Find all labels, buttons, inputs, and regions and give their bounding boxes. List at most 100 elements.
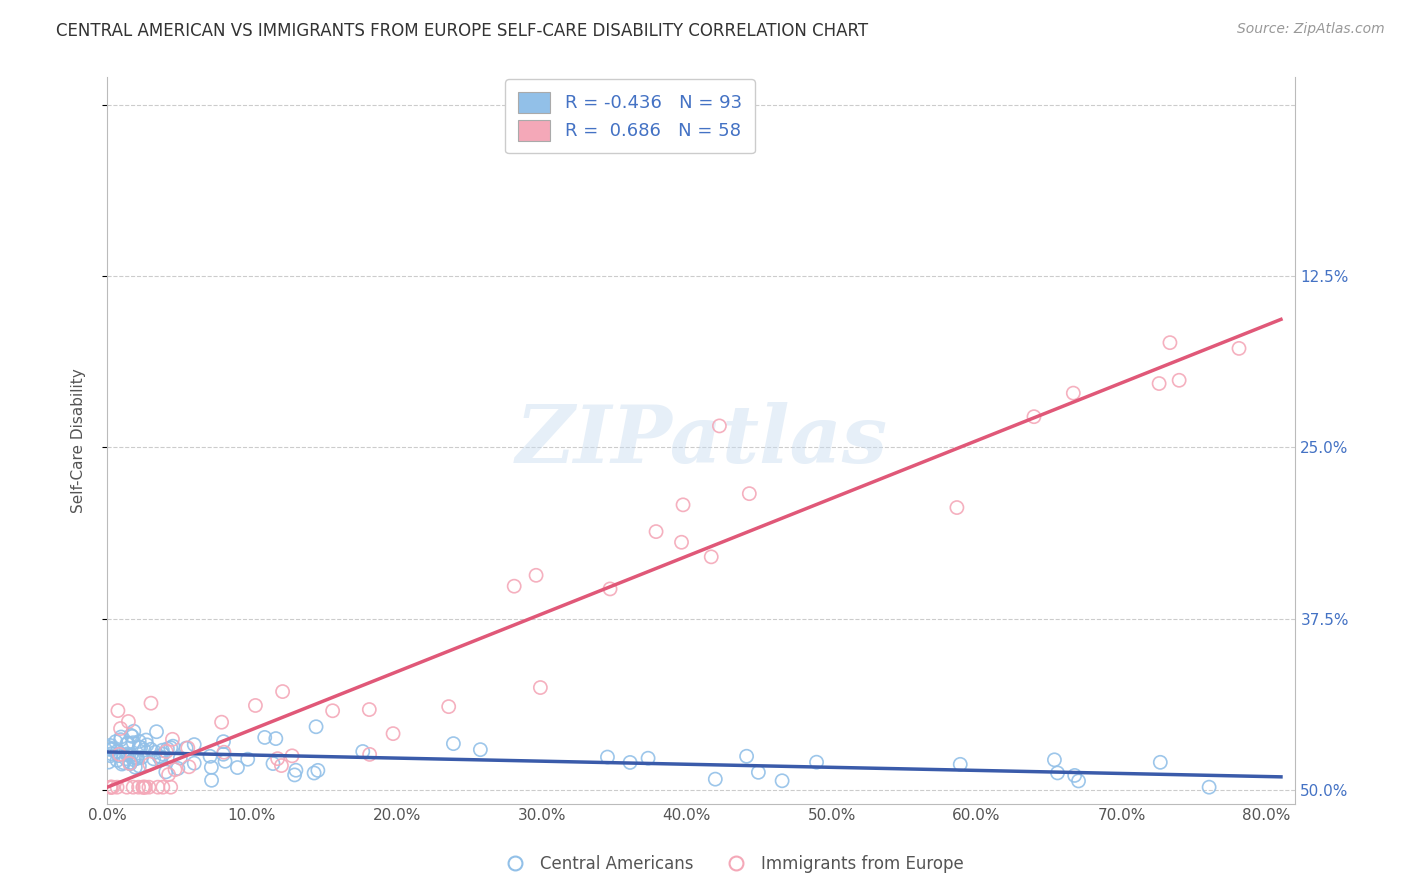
Point bbox=[503, 579, 526, 593]
Point bbox=[262, 756, 284, 771]
Point bbox=[152, 780, 174, 794]
Point bbox=[110, 730, 132, 744]
Point bbox=[115, 747, 138, 761]
Point bbox=[1043, 753, 1066, 767]
Point bbox=[226, 760, 249, 774]
Point bbox=[98, 739, 121, 753]
Point bbox=[159, 740, 181, 755]
Point bbox=[120, 756, 142, 770]
Point bbox=[132, 743, 155, 757]
Point bbox=[104, 734, 127, 748]
Point bbox=[1067, 773, 1090, 788]
Point bbox=[165, 763, 187, 777]
Point bbox=[150, 743, 173, 757]
Point bbox=[100, 747, 122, 761]
Point bbox=[253, 731, 276, 745]
Point bbox=[596, 750, 619, 764]
Point bbox=[107, 748, 129, 763]
Point bbox=[103, 741, 125, 756]
Point bbox=[143, 745, 166, 759]
Point bbox=[281, 748, 304, 763]
Point bbox=[127, 751, 149, 765]
Point bbox=[307, 764, 329, 778]
Point bbox=[949, 757, 972, 772]
Point bbox=[162, 732, 184, 747]
Point bbox=[359, 702, 381, 716]
Point bbox=[131, 750, 153, 764]
Point bbox=[145, 724, 167, 739]
Point bbox=[441, 737, 464, 751]
Point bbox=[704, 772, 727, 786]
Point bbox=[107, 704, 129, 718]
Point bbox=[117, 736, 139, 750]
Point bbox=[100, 780, 122, 794]
Point bbox=[122, 752, 145, 766]
Point bbox=[709, 418, 731, 433]
Point bbox=[98, 742, 121, 756]
Point bbox=[127, 751, 149, 765]
Point bbox=[124, 760, 146, 774]
Point bbox=[1062, 386, 1084, 401]
Point bbox=[214, 754, 236, 768]
Point bbox=[700, 549, 723, 564]
Point bbox=[139, 696, 162, 710]
Point bbox=[524, 568, 547, 582]
Point bbox=[302, 766, 325, 780]
Point bbox=[110, 732, 132, 747]
Point bbox=[174, 741, 197, 756]
Point bbox=[155, 764, 177, 779]
Point bbox=[672, 498, 695, 512]
Point bbox=[264, 731, 287, 746]
Point bbox=[177, 760, 200, 774]
Point bbox=[1022, 409, 1045, 424]
Point bbox=[271, 684, 294, 698]
Point bbox=[1046, 766, 1069, 780]
Point bbox=[148, 749, 170, 764]
Point bbox=[946, 500, 969, 515]
Point bbox=[212, 745, 235, 759]
Text: Source: ZipAtlas.com: Source: ZipAtlas.com bbox=[1237, 22, 1385, 37]
Point bbox=[382, 726, 405, 740]
Point bbox=[128, 739, 150, 754]
Point bbox=[105, 753, 128, 767]
Point bbox=[128, 780, 150, 794]
Point bbox=[122, 780, 145, 794]
Point bbox=[105, 780, 128, 794]
Point bbox=[136, 738, 159, 752]
Point bbox=[117, 714, 139, 729]
Point bbox=[1227, 342, 1250, 356]
Point bbox=[132, 780, 155, 794]
Point bbox=[1147, 376, 1170, 391]
Point bbox=[149, 750, 172, 764]
Point bbox=[132, 780, 155, 794]
Point bbox=[671, 535, 693, 549]
Point bbox=[211, 715, 233, 730]
Point bbox=[1149, 756, 1171, 770]
Point bbox=[212, 747, 235, 762]
Point bbox=[770, 773, 793, 788]
Point bbox=[645, 524, 668, 539]
Point bbox=[120, 756, 142, 771]
Point bbox=[134, 780, 156, 794]
Point bbox=[115, 737, 138, 751]
Point bbox=[437, 699, 460, 714]
Point bbox=[120, 728, 142, 742]
Point bbox=[156, 741, 179, 756]
Point bbox=[738, 486, 761, 500]
Point bbox=[169, 751, 191, 765]
Point bbox=[129, 740, 152, 755]
Point bbox=[124, 751, 146, 765]
Point bbox=[115, 780, 138, 794]
Point bbox=[139, 742, 162, 756]
Legend: R = -0.436   N = 93, R =  0.686   N = 58: R = -0.436 N = 93, R = 0.686 N = 58 bbox=[505, 79, 755, 153]
Point bbox=[284, 763, 307, 777]
Point bbox=[183, 756, 205, 771]
Point bbox=[806, 755, 828, 769]
Point bbox=[122, 724, 145, 739]
Point bbox=[157, 767, 180, 781]
Point bbox=[183, 738, 205, 752]
Y-axis label: Self-Care Disability: Self-Care Disability bbox=[72, 368, 86, 513]
Point bbox=[470, 742, 492, 756]
Point bbox=[200, 773, 222, 788]
Point bbox=[735, 749, 758, 764]
